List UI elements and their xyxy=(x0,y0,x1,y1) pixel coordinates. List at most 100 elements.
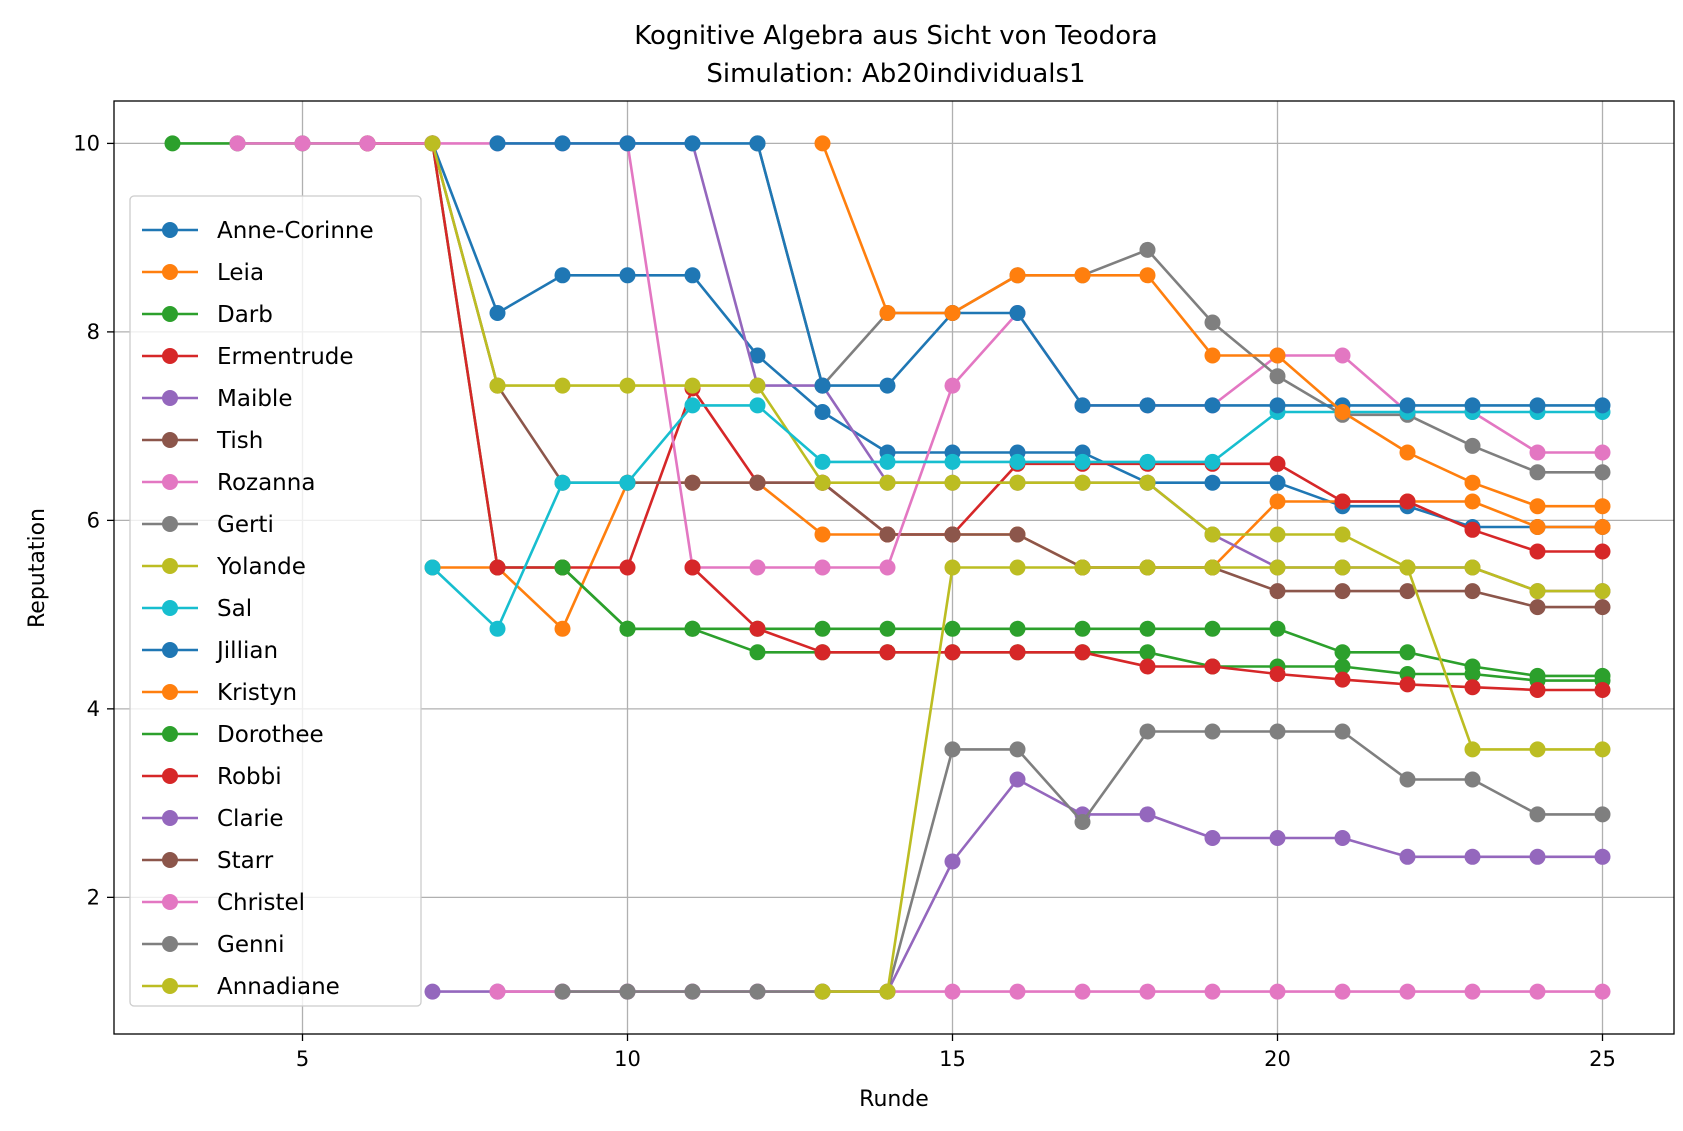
series-line xyxy=(497,142,1603,407)
data-point xyxy=(749,397,766,414)
y-tick-label: 10 xyxy=(73,131,100,155)
data-point xyxy=(749,347,766,364)
data-point xyxy=(1334,583,1351,600)
data-point xyxy=(1464,741,1481,758)
data-point xyxy=(749,474,766,491)
data-point xyxy=(1399,583,1416,600)
data-point xyxy=(879,620,896,637)
legend-marker xyxy=(162,516,178,532)
legend-label: Maible xyxy=(217,386,292,412)
data-point xyxy=(1464,771,1481,788)
data-point xyxy=(1464,983,1481,1000)
legend-marker xyxy=(162,348,178,364)
data-point xyxy=(1269,526,1286,543)
data-point xyxy=(1204,526,1221,543)
data-point xyxy=(489,559,506,576)
legend-item: Sal xyxy=(142,596,252,622)
data-point xyxy=(944,644,961,661)
data-point xyxy=(749,644,766,661)
data-point xyxy=(229,135,246,152)
data-point xyxy=(1594,397,1611,414)
data-point xyxy=(1399,397,1416,414)
data-point xyxy=(1009,526,1026,543)
data-point xyxy=(1204,347,1221,364)
legend-item: Ermentrude xyxy=(142,344,354,370)
y-tick-label: 4 xyxy=(87,697,100,721)
data-point xyxy=(879,377,896,394)
data-point xyxy=(619,474,636,491)
data-point xyxy=(424,559,441,576)
data-point xyxy=(1009,559,1026,576)
legend-item: Darb xyxy=(142,302,273,328)
data-point xyxy=(814,404,831,420)
data-point xyxy=(1529,806,1546,823)
data-point xyxy=(1334,526,1351,543)
legend-label: Darb xyxy=(217,302,273,328)
data-point xyxy=(1269,830,1286,846)
data-point xyxy=(1529,464,1546,481)
x-axis: 5 10 15 20 25 xyxy=(296,1034,1616,1071)
data-point xyxy=(1269,559,1286,576)
legend-item: Starr xyxy=(142,848,274,874)
data-point xyxy=(1204,453,1221,470)
legend-marker xyxy=(162,978,178,994)
legend-label: Ermentrude xyxy=(217,344,354,370)
data-point xyxy=(1139,559,1156,576)
data-point xyxy=(1009,620,1026,637)
legend-item: Robbi xyxy=(142,764,282,790)
data-point xyxy=(1334,983,1351,1000)
data-point xyxy=(1594,806,1611,823)
data-point xyxy=(814,644,831,661)
data-point xyxy=(1594,848,1611,865)
data-point xyxy=(554,377,571,394)
data-point xyxy=(1139,241,1156,258)
data-point xyxy=(1464,521,1481,538)
data-point xyxy=(1204,474,1221,491)
data-point xyxy=(944,474,961,491)
data-point xyxy=(814,135,831,152)
legend-marker xyxy=(162,894,178,910)
legend-marker xyxy=(162,558,178,574)
legend-marker xyxy=(162,306,178,322)
data-point xyxy=(1464,559,1481,576)
data-point xyxy=(1334,830,1351,846)
data-point xyxy=(1204,397,1221,414)
legend-label: Starr xyxy=(217,848,274,874)
data-point xyxy=(554,559,571,576)
data-point xyxy=(1334,644,1351,661)
data-point xyxy=(1399,983,1416,1000)
data-point xyxy=(1399,493,1416,510)
data-point xyxy=(1399,848,1416,865)
data-point xyxy=(1269,474,1286,491)
legend-marker xyxy=(162,726,178,742)
data-point xyxy=(1529,599,1546,616)
data-point xyxy=(684,135,701,152)
data-point xyxy=(1529,682,1546,698)
legend-item: Genni xyxy=(142,932,285,958)
x-tick-label: 25 xyxy=(1589,1047,1616,1071)
data-point xyxy=(1139,983,1156,1000)
x-tick-label: 15 xyxy=(939,1047,966,1071)
legend-label: Christel xyxy=(217,890,305,916)
data-point xyxy=(1139,267,1156,284)
legend-label: Clarie xyxy=(217,806,284,832)
y-axis: 2 4 6 8 10 xyxy=(73,131,114,909)
legend-item: Leia xyxy=(142,260,264,286)
data-point xyxy=(814,559,831,576)
data-point xyxy=(814,453,831,470)
legend-label: Rozanna xyxy=(217,470,315,496)
data-point xyxy=(1139,658,1156,675)
legend-label: Gerti xyxy=(217,512,274,538)
data-point xyxy=(1074,453,1091,470)
legend-label: Kristyn xyxy=(217,680,297,706)
data-point xyxy=(1074,267,1091,284)
data-point xyxy=(684,559,701,576)
x-tick-label: 20 xyxy=(1264,1047,1291,1071)
data-point xyxy=(619,620,636,637)
data-point xyxy=(1074,644,1091,661)
data-point xyxy=(554,474,571,491)
data-point xyxy=(879,305,896,321)
data-point xyxy=(1464,493,1481,510)
data-point xyxy=(1009,741,1026,758)
data-point xyxy=(1204,723,1221,740)
